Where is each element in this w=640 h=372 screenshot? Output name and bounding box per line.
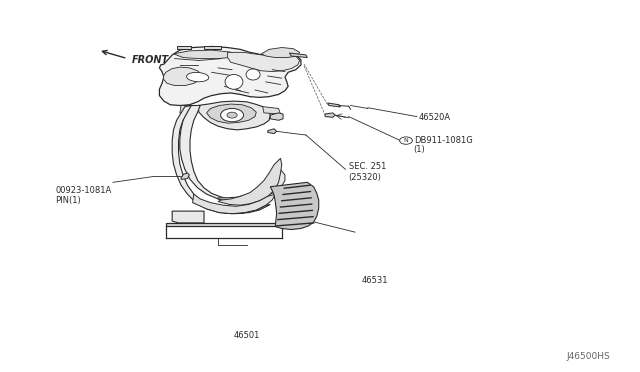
Polygon shape (218, 158, 282, 205)
Text: J46500HS: J46500HS (566, 352, 610, 361)
Polygon shape (228, 52, 300, 71)
Text: SEC. 251
(25320): SEC. 251 (25320) (349, 162, 386, 182)
Polygon shape (173, 50, 241, 59)
Polygon shape (270, 182, 319, 230)
Polygon shape (172, 211, 204, 223)
Polygon shape (207, 104, 256, 123)
Polygon shape (163, 67, 202, 86)
Polygon shape (325, 113, 335, 117)
Text: 00923-1081A
PIN(1): 00923-1081A PIN(1) (56, 186, 112, 205)
Polygon shape (172, 106, 270, 214)
Circle shape (399, 137, 412, 144)
Polygon shape (166, 223, 282, 226)
Polygon shape (218, 169, 285, 203)
Polygon shape (181, 173, 189, 179)
Polygon shape (180, 106, 199, 113)
Polygon shape (198, 101, 270, 130)
Text: (1): (1) (413, 145, 426, 154)
Polygon shape (180, 106, 255, 203)
Polygon shape (268, 129, 276, 134)
Polygon shape (204, 46, 221, 49)
Text: 46531: 46531 (362, 276, 388, 285)
Polygon shape (177, 46, 191, 49)
Text: DB911-1081G: DB911-1081G (413, 136, 472, 145)
Ellipse shape (187, 73, 209, 82)
Ellipse shape (225, 74, 243, 89)
Text: 46501: 46501 (234, 331, 260, 340)
Polygon shape (328, 103, 340, 107)
Text: FRONT: FRONT (132, 55, 169, 65)
Ellipse shape (246, 69, 260, 80)
Circle shape (227, 112, 237, 118)
Polygon shape (159, 46, 301, 106)
Polygon shape (261, 48, 300, 58)
Text: 46520A: 46520A (419, 113, 451, 122)
Text: N: N (404, 138, 408, 143)
Polygon shape (289, 53, 307, 58)
Polygon shape (270, 113, 283, 120)
Polygon shape (193, 194, 275, 214)
Polygon shape (262, 107, 280, 114)
Circle shape (221, 109, 244, 122)
